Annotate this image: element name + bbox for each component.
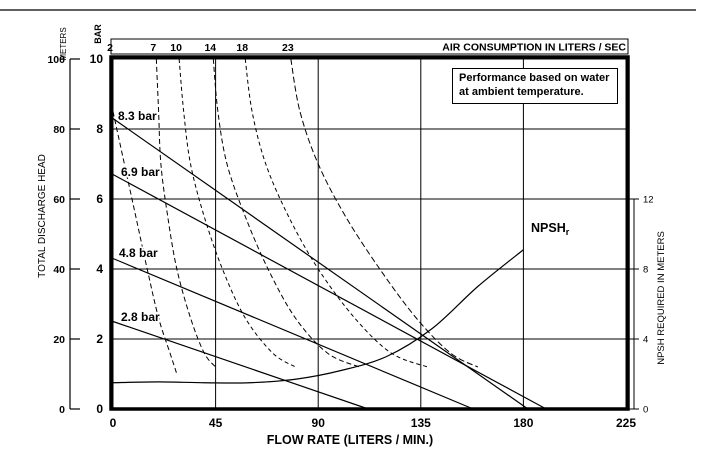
bar-tick-label: 6 — [96, 192, 103, 206]
x-tick-label: 180 — [513, 416, 533, 430]
bar-tick-label: 8 — [96, 122, 103, 136]
annotation-box: Performance based on water at ambient te… — [452, 68, 618, 104]
y-axis-title: TOTAL DISCHARGE HEAD — [37, 154, 48, 278]
air-tick-label: 10 — [170, 42, 182, 54]
curve-labels: 8.3 bar 6.9 bar 4.8 bar 2.8 bar NPSHr — [117, 108, 570, 326]
pressure-label: 4.8 bar — [119, 246, 158, 260]
x-tick-labels: 0 45 90 135 180 225 — [110, 416, 637, 430]
meters-tick-label: 80 — [53, 124, 65, 136]
bar-unit-label: BAR — [93, 24, 103, 44]
air-curve-23 — [290, 58, 479, 368]
bar-tick-label: 0 — [96, 402, 103, 416]
bar-tick-labels: 0 2 4 6 8 10 — [90, 52, 104, 416]
air-consumption-title: AIR CONSUMPTION IN LITERS / SEC — [442, 42, 626, 54]
npsh-axis-title: NPSH REQUIRED IN METERS — [656, 231, 667, 365]
air-tick-label: 2 — [107, 42, 113, 54]
x-tick-label: 90 — [312, 416, 326, 430]
air-tick-label: 18 — [236, 42, 248, 54]
air-curve-2 — [112, 111, 178, 375]
x-axis-title: FLOW RATE (LITERS / MIN.) — [267, 433, 433, 447]
npsh-label-subscript: r — [566, 227, 570, 237]
pressure-line-69 — [112, 173, 547, 410]
meters-tick-labels: 0 20 40 60 80 100 — [47, 54, 80, 416]
plot-frame — [109, 55, 630, 411]
meters-tick-label: 100 — [47, 54, 65, 66]
npsh-curve — [112, 249, 524, 384]
bar-tick-label: 10 — [90, 52, 104, 66]
npsh-tick-label: 4 — [643, 335, 648, 346]
curves — [112, 58, 547, 410]
air-tick-labels: 2 7 10 14 18 23 — [107, 42, 294, 54]
air-tick-label: 7 — [150, 42, 156, 54]
bar-tick-label: 2 — [96, 332, 103, 346]
meters-tick-label: 20 — [53, 334, 65, 346]
pressure-label: 2.8 bar — [121, 310, 160, 324]
air-curve-18 — [244, 58, 428, 368]
npsh-tick-label: 8 — [643, 265, 648, 276]
meters-tick-label: 40 — [53, 264, 65, 276]
npsh-label: NPSHr — [531, 221, 570, 237]
bar-tick-label: 4 — [96, 262, 103, 276]
annotation-text: Performance based on water at ambient te… — [459, 72, 610, 98]
air-curve-14 — [212, 58, 360, 368]
pressure-line-83 — [112, 118, 529, 410]
x-tick-label: 135 — [411, 416, 431, 430]
meters-tick-label: 60 — [53, 194, 65, 206]
x-tick-label: 225 — [616, 416, 636, 430]
air-consumption-strip — [110, 38, 629, 55]
air-tick-label: 23 — [282, 42, 294, 54]
air-curve-7 — [155, 58, 216, 368]
npsh-tick-label: 0 — [643, 405, 648, 416]
x-tick-label: 0 — [110, 416, 117, 430]
npsh-tick-label: 12 — [643, 195, 654, 206]
air-curve-10 — [178, 58, 296, 368]
pressure-label: 8.3 bar — [118, 109, 157, 123]
pressure-line-28 — [112, 320, 369, 410]
meters-tick-label: 0 — [59, 404, 65, 416]
air-tick-label: 14 — [204, 42, 216, 54]
pressure-label: 6.9 bar — [121, 165, 160, 179]
meters-unit-label: METERS — [59, 27, 68, 60]
x-tick-label: 45 — [209, 416, 223, 430]
npsh-tick-labels: 0 4 8 12 — [628, 195, 654, 416]
pressure-line-48 — [112, 257, 474, 410]
